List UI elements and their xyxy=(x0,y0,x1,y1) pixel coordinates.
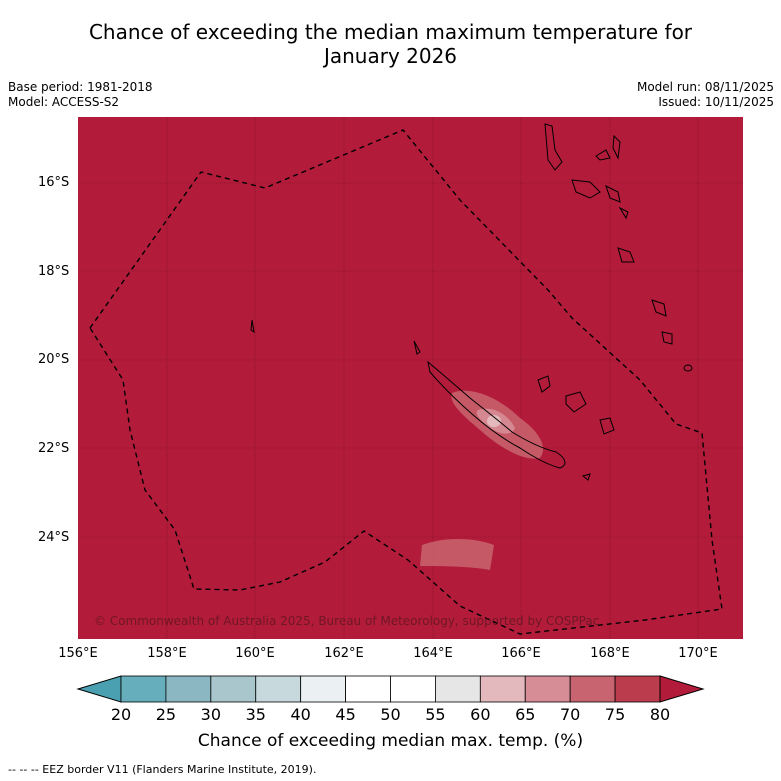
colorbar-tick-label: 80 xyxy=(649,705,671,724)
lifou-island xyxy=(565,391,587,413)
ambrym-island xyxy=(605,185,621,203)
lon-label-170e: 170°E xyxy=(678,646,718,661)
base-period: Base period: 1981-2018 xyxy=(8,80,153,94)
espiritu-santo-island xyxy=(544,123,563,171)
colorbar-tick-label: 20 xyxy=(110,705,132,724)
lat-label-22s: 22°S xyxy=(38,441,70,456)
colorbar-tick-label: 60 xyxy=(470,705,491,724)
colorbar-tick-label: 50 xyxy=(380,705,401,724)
probability-patch-south xyxy=(420,538,494,570)
colorbar-segment xyxy=(300,675,346,703)
lon-label-160e: 160°E xyxy=(235,646,275,661)
matthew-island xyxy=(683,364,693,372)
title-line-1: Chance of exceeding the median maximum t… xyxy=(88,20,693,44)
colorbar-tick-label: 35 xyxy=(245,705,266,724)
efate-island xyxy=(617,247,635,263)
meta-left: Base period: 1981-2018 Model: ACCESS-S2 xyxy=(8,80,153,110)
lon-label-168e: 168°E xyxy=(590,646,630,661)
malekula-island xyxy=(571,179,601,199)
new-caledonia-island xyxy=(427,360,566,469)
colorbar-tick-label: 70 xyxy=(559,705,581,724)
maewo-island xyxy=(595,149,611,161)
probability-patch-core xyxy=(487,415,501,427)
model-run: Model run: 08/11/2025 xyxy=(636,80,774,94)
colorbar-tick-label: 45 xyxy=(335,705,356,724)
colorbar-segment xyxy=(569,675,616,703)
lon-label-162e: 162°E xyxy=(324,646,364,661)
lon-label-156e: 156°E xyxy=(58,646,98,661)
copyright-notice: © Commonwealth of Australia 2025, Bureau… xyxy=(94,614,600,628)
lat-label-20s: 20°S xyxy=(38,352,70,367)
colorbar-segment xyxy=(479,675,526,703)
colorbar-segment xyxy=(614,675,661,703)
lon-label-166e: 166°E xyxy=(501,646,541,661)
title-line-2: January 2026 xyxy=(323,44,458,68)
eez-legend-footer: -- -- -- EEZ border V11 (Flanders Marine… xyxy=(8,763,317,776)
colorbar-label: Chance of exceeding median max. temp. (%… xyxy=(197,731,584,751)
colorbar-tick-label: 25 xyxy=(155,705,177,724)
map-background xyxy=(78,117,743,639)
colorbar-tick-label: 55 xyxy=(425,705,446,724)
colorbar-under-arrow xyxy=(76,675,122,703)
colorbar-segment xyxy=(165,675,212,703)
lon-label-164e: 164°E xyxy=(413,646,453,661)
lat-label-24s: 24°S xyxy=(38,530,70,545)
epi-island xyxy=(618,206,629,220)
lat-label-18s: 18°S xyxy=(38,264,70,279)
eez-border xyxy=(89,129,723,635)
mare-island xyxy=(599,417,615,435)
colorbar-segment xyxy=(524,675,571,703)
tanna-island xyxy=(661,331,673,345)
colorbar-segment xyxy=(255,675,302,703)
colorbar-segment xyxy=(120,675,167,703)
colorbar-tick-label: 30 xyxy=(200,705,222,724)
chesterfield-islands xyxy=(250,319,255,334)
colorbar-tick-label: 75 xyxy=(604,705,626,724)
chart-title: Chance of exceeding the median maximum t… xyxy=(0,20,781,68)
lat-label-16s: 16°S xyxy=(38,175,70,190)
erromango-island xyxy=(651,299,667,317)
colorbar-tick-label: 65 xyxy=(515,705,536,724)
issued-date: Issued: 10/11/2025 xyxy=(658,95,774,109)
model-name: Model: ACCESS-S2 xyxy=(8,95,120,109)
lon-label-158e: 158°E xyxy=(147,646,187,661)
belep-island xyxy=(413,340,421,355)
colorbar-tick-label: 40 xyxy=(290,705,311,724)
colorbar-segment xyxy=(390,675,436,703)
meta-right: Model run: 08/11/2025 Issued: 10/11/2025 xyxy=(637,80,774,110)
isle-of-pines xyxy=(581,473,591,481)
colorbar-segment xyxy=(210,675,257,703)
colorbar-over-arrow xyxy=(659,675,705,703)
colorbar-segment xyxy=(345,675,391,703)
pentecost-island xyxy=(612,134,621,160)
ouvea-island xyxy=(537,375,551,393)
colorbar-segment xyxy=(435,675,481,703)
